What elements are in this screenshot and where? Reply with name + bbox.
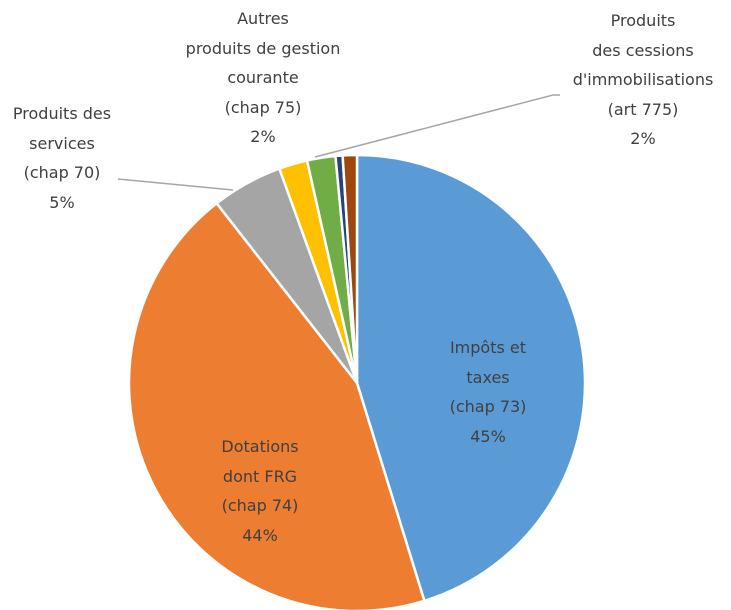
category-label: Produits des services (chap 70): [12, 104, 112, 182]
category-label: Produits des cessions d'immobilisations …: [572, 11, 714, 119]
slice-label: Produits des cessions d'immobilisations …: [573, 6, 714, 154]
category-label: Dotations dont FRG (chap 74): [221, 437, 299, 515]
value-label: 2%: [630, 129, 656, 148]
category-label: Impôts et taxes (chap 73): [449, 338, 527, 416]
slice-label: Dotations dont FRG (chap 74) 44%: [221, 432, 298, 550]
value-label: 44%: [242, 525, 278, 545]
value-label: 5%: [49, 192, 75, 212]
slice-label: Impôts et taxes (chap 73) 45%: [450, 333, 527, 451]
slice-label: Autres produits de gestion courante (cha…: [186, 4, 341, 152]
leader-line: [117, 178, 234, 191]
category-label: Autres produits de gestion courante (cha…: [185, 9, 341, 117]
pie-slice: [127, 201, 426, 610]
pie-slice: [355, 153, 587, 603]
slice-label: Produits des services (chap 70) 5%: [13, 99, 111, 217]
value-label: 2%: [250, 127, 276, 146]
leader-line: [314, 94, 560, 158]
value-label: 45%: [470, 426, 506, 446]
pie-slice: [341, 153, 359, 384]
